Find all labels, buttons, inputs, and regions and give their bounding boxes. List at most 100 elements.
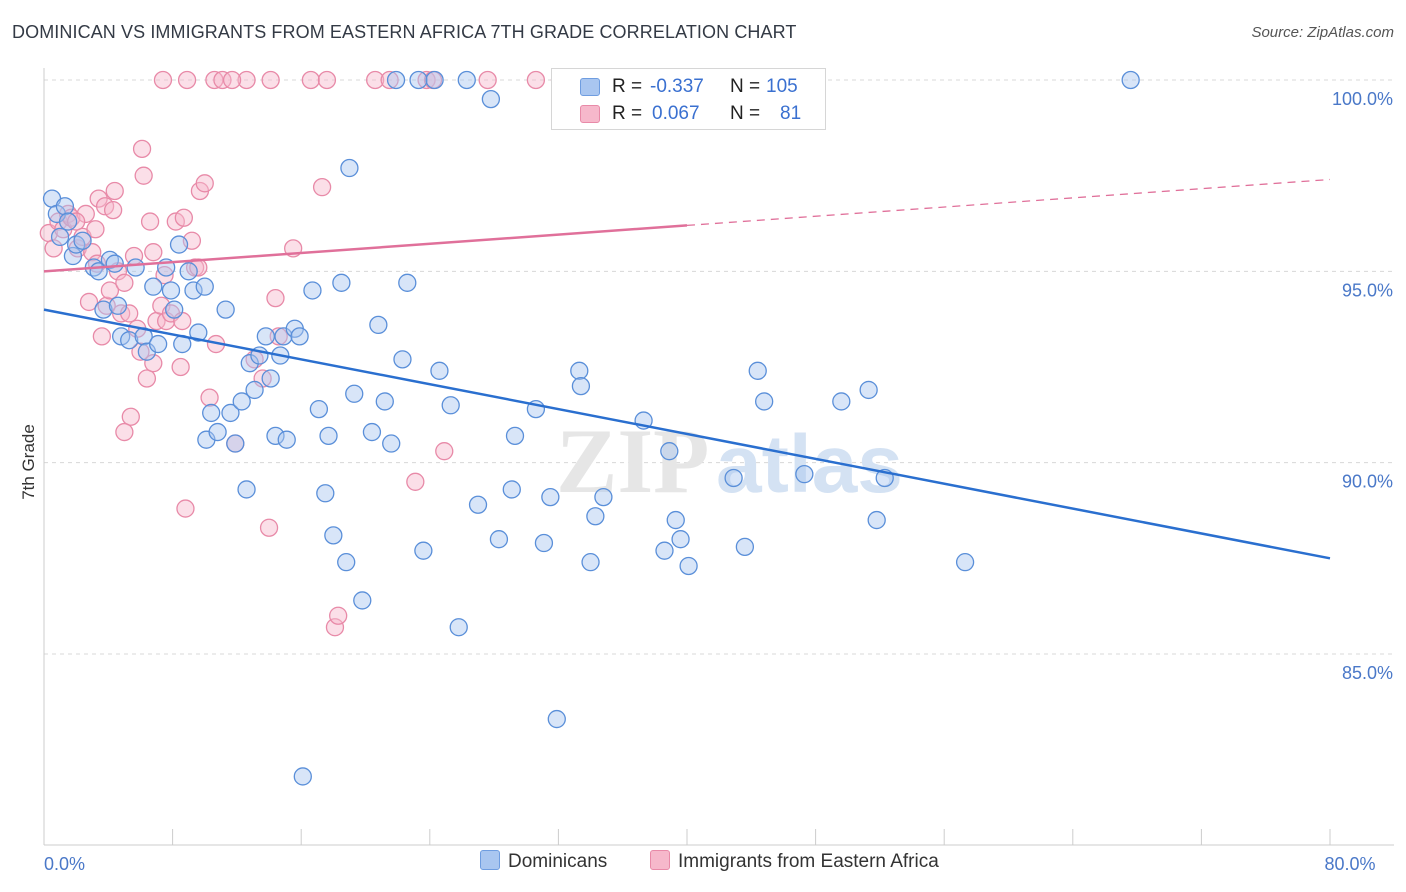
data-point [409,70,428,90]
data-point [679,556,698,576]
data-point [481,89,501,109]
series-dominicans [42,70,1140,786]
data-point [309,399,329,419]
data-point [79,292,99,312]
data-point [189,323,208,342]
data-point [213,70,232,90]
trend-line-solid [43,224,688,273]
x-tick-label: 80.0% [1324,854,1375,874]
data-point [435,442,454,461]
data-point [131,342,150,361]
data-point [303,281,322,300]
data-point [58,212,78,231]
legend-n-value: 81 [780,103,802,124]
data-point [115,273,134,292]
data-point [317,70,337,90]
data-point [581,553,600,572]
data-point [547,709,566,729]
data-point [457,70,476,90]
data-point [671,530,690,549]
data-point [398,273,417,292]
data-point [332,273,351,292]
data-point [655,541,674,560]
data-point [362,422,382,442]
data-point [169,235,189,254]
data-point [293,767,312,786]
data-point [867,510,886,530]
data-point [277,430,296,449]
data-point [489,530,509,549]
data-point [86,220,105,239]
data-point [449,618,468,637]
data-point [534,533,554,553]
data-point [216,300,235,319]
data-point [541,487,560,507]
data-point [221,403,240,423]
legend-r-label: R = [612,103,643,124]
data-point [406,472,425,491]
y-tick-label: 90.0% [1342,472,1393,492]
trend-line [43,308,1331,560]
data-point [202,403,221,423]
data-point [660,442,679,461]
data-point [319,426,338,446]
data-point [105,181,124,201]
data-point [148,334,168,354]
data-point [502,480,521,499]
data-point [94,300,113,319]
data-point [189,258,208,277]
data-point [259,518,279,537]
data-point [184,281,203,300]
legend-swatch-pink [580,105,600,123]
data-point [571,376,591,396]
bottom-legend-eastern-africa: Immigrants from Eastern Africa [650,850,939,878]
data-point [505,426,525,446]
data-point [724,468,743,488]
data-point [108,296,128,315]
legend-n-label: N = [730,76,761,97]
tick-labels: 85.0% 90.0% 95.0% 100.0% 0.0% 80.0% [44,89,1393,874]
data-point [369,315,388,335]
data-point [380,70,399,90]
data-point [55,197,75,216]
data-point [735,537,755,557]
bottom-legend-label: Dominicans [508,851,608,872]
data-point [261,70,280,90]
data-point [795,464,814,484]
data-point [478,70,497,90]
data-point [73,231,92,250]
series-eastern-africa [39,70,570,637]
data-point [832,392,851,411]
data-point [144,243,163,262]
data-point [441,396,460,415]
data-point [261,369,280,388]
data-point [140,212,160,231]
data-point [144,277,163,296]
data-point [237,70,256,90]
data-point [126,258,145,277]
data-point [100,281,120,300]
data-point [44,239,63,258]
data-point [134,166,153,185]
bottom-legend-label: Immigrants from Eastern Africa [678,851,939,872]
data-point [425,70,444,90]
data-point [208,422,227,442]
data-point [76,204,95,224]
data-point [345,384,364,403]
data-point [92,327,112,346]
data-point [859,380,878,400]
data-point [955,553,975,572]
data-point [195,174,214,193]
data-point [393,350,412,369]
data-point [324,526,343,545]
legend-r-label: R = [612,76,643,97]
data-point [132,139,152,159]
data-point [337,553,356,572]
data-point [266,288,285,308]
chart-title: DOMINICAN VS IMMIGRANTS FROM EASTERN AFR… [12,22,797,42]
data-point [329,606,348,625]
watermark-zip: ZIP [556,410,709,512]
data-point [174,208,194,227]
data-point [232,392,251,411]
data-point [179,262,198,281]
